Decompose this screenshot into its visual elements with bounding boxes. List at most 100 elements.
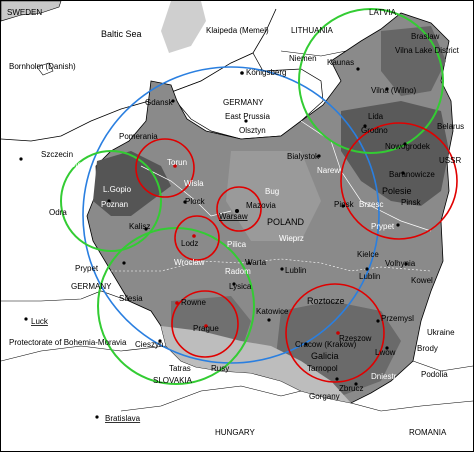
label-wieprz: Wieprz [279, 234, 304, 243]
label-lithuania: LITHUANIA [291, 26, 333, 35]
label-szczecin: Szczecin [41, 150, 73, 159]
dot-poznan [107, 199, 111, 203]
dark-region-west [93, 151, 171, 216]
label-kaunas: Kaunas [327, 58, 354, 67]
border-germany [1, 290, 130, 302]
label-tatras: Tatras [169, 364, 191, 373]
label-bornholm: Bornholm (Danish) [9, 62, 76, 71]
labels: SWEDEN LATVIA Baltic Sea Klaipeda (Memel… [7, 8, 464, 437]
label-kalisz: Kalisz [129, 222, 150, 231]
dot-grodno [363, 124, 367, 128]
label-radom: Warta [245, 258, 267, 267]
label-warta: Wroclaw [174, 258, 205, 267]
label-lysica: Radom [225, 267, 251, 276]
label-sweden: SWEDEN [7, 8, 42, 17]
label-roztocze: Roztocze [307, 296, 345, 306]
dot-konigsberg [240, 71, 244, 75]
green-circle-poznan [60, 150, 162, 252]
label-kielce: Lysica [229, 282, 252, 291]
dot-nowogrodek [403, 142, 407, 146]
dot-kolomyja [354, 382, 358, 386]
dot-przemysl [304, 342, 308, 346]
label-olsztyn: Olsztyn [239, 126, 266, 135]
dot-bratislava [95, 415, 99, 419]
dot-baranowicze [401, 171, 405, 175]
dot-szczecin [19, 157, 23, 161]
city-dots [19, 67, 408, 419]
label-lodz: Lodz [181, 239, 198, 248]
dot-brody [376, 319, 380, 323]
label-brody: Przemysl [381, 314, 414, 323]
border-czech [1, 345, 167, 362]
dot-prague [24, 317, 28, 321]
label-vilna: Vilna (Wilno) [371, 86, 417, 95]
dot-gdansk [171, 99, 175, 103]
bornholm-island [36, 62, 54, 76]
label-podolia: Podolia [421, 370, 448, 379]
label-ussr: USSR [439, 156, 461, 165]
dot-torun [173, 164, 177, 168]
label-narew: Narew [317, 166, 340, 175]
dot-rowne [404, 262, 408, 266]
dot-luck [365, 267, 369, 271]
label-zbrucz: Brody [417, 344, 438, 353]
label-torun: Torun [167, 158, 187, 167]
dot-cieszyn [158, 339, 162, 343]
east-prussia-area [168, 52, 324, 140]
label-rusy: Rusy [211, 364, 229, 373]
label-belarus: Belarus [437, 122, 464, 131]
dot-tarnopol [385, 346, 389, 350]
label-wisla: Wisla [184, 179, 204, 188]
label-niemen: Niemen [289, 54, 317, 63]
dot-kielce [232, 282, 236, 286]
label-volhynia: Volhynia [385, 259, 416, 268]
label-odra: Odra [49, 208, 67, 217]
label-baranowicze: Baranowicze [389, 170, 435, 179]
label-baltic-sea: Baltic Sea [101, 29, 142, 39]
label-pinsk: Pinsk [401, 198, 422, 207]
label-pomerania: Pomerania [119, 132, 158, 141]
dot-stanislawow [335, 377, 339, 381]
label-kowel: Kielce [357, 250, 379, 259]
label-bug-east: Brzesc [359, 200, 383, 209]
carpathian-band [161, 326, 351, 403]
label-bug: Bug [265, 187, 279, 196]
label-cracow: Prague [193, 324, 219, 333]
red-circle-warsaw [216, 186, 262, 232]
label-klaipeda: Klaipeda (Memel) [206, 26, 269, 35]
label-pilica: Pilica [227, 240, 247, 249]
dot-warsaw [235, 209, 239, 213]
dot-pinsk [396, 223, 400, 227]
label-gdansk: Gdansk [145, 98, 174, 107]
dot-vilna [385, 87, 389, 91]
label-lublin: Lublin [285, 266, 306, 275]
label-romania: ROMANIA [409, 428, 447, 437]
label-mazovia: Mazovia [246, 201, 276, 210]
label-latvia: LATVIA [369, 8, 397, 17]
dot-bialystok [317, 154, 321, 158]
label-tarnopol: Lwow [375, 348, 396, 357]
dot-rzeszow [267, 318, 271, 322]
border-ukraine [412, 360, 473, 372]
dot-olsztyn [244, 119, 248, 123]
label-lwow: Rzeszow [339, 334, 372, 343]
dot-brzesc [341, 204, 345, 208]
label-brzesc: Pinsk [334, 200, 355, 209]
green-circle-silesia [97, 227, 255, 385]
label-prague: Luck [31, 317, 49, 326]
label-kolomyja: Zbrucz [339, 384, 363, 393]
baltic-light-area [161, 1, 206, 53]
border-romania [350, 400, 473, 412]
label-east-prussia: East Prussia [225, 112, 270, 121]
label-gorgany: Gorgany [309, 392, 340, 401]
label-germany-east: GERMANY [223, 98, 264, 107]
label-luck: Lublin [359, 272, 380, 281]
label-vilna-lake: Vilna Lake District [395, 46, 460, 55]
label-germany-west: GERMANY [71, 282, 112, 291]
label-bohemia: Protectorate of Bohemia-Moravia [9, 338, 127, 347]
red-circle-torun [135, 138, 195, 198]
label-poland: POLAND [267, 217, 305, 227]
label-silesia: Silesia [119, 294, 143, 303]
label-ukraine: Ukraine [427, 328, 455, 337]
sweden-land [1, 1, 62, 22]
